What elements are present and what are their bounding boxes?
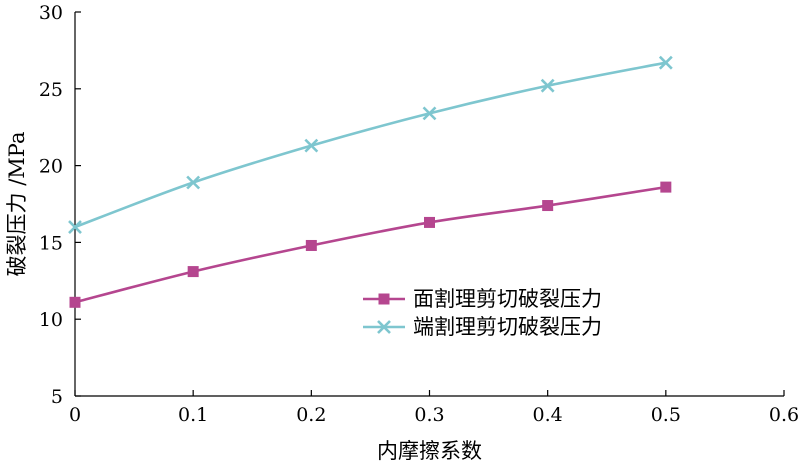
legend-marker-shape [378, 293, 390, 305]
series-layer [68, 55, 673, 308]
x-tick-label: 0.1 [178, 404, 208, 426]
x-tick-label: 0 [69, 404, 81, 426]
y-tick-label: 30 [39, 2, 63, 24]
series-butt-cleat [68, 55, 673, 234]
legend-item-butt-cleat: 端割理剪切破裂压力 [363, 315, 602, 339]
x-tick-label: 0.4 [533, 404, 563, 426]
y-tick-label: 5 [51, 386, 63, 408]
data-point [658, 55, 673, 70]
legend-item-face-cleat: 面割理剪切破裂压力 [363, 287, 602, 311]
y-tick-label: 10 [39, 309, 63, 331]
y-tick-label: 25 [39, 79, 63, 101]
x-axis-ticks: 0 0.1 0.2 0.3 0.4 0.5 0.6 [69, 390, 799, 426]
x-axis-label: 内摩擦系数 [377, 439, 482, 463]
data-point [186, 175, 201, 190]
data-point [69, 296, 81, 308]
data-point [187, 266, 199, 278]
data-point [424, 216, 435, 228]
series-line [74, 185, 667, 304]
data-point [68, 220, 82, 234]
series-face-cleat [69, 181, 672, 308]
data-point [304, 138, 319, 153]
marker-stroke [186, 175, 201, 190]
marker-stroke [658, 55, 673, 70]
data-point [660, 181, 672, 193]
marker-stroke [377, 320, 391, 334]
data-point [422, 106, 437, 121]
legend: 面割理剪切破裂压力 端割理剪切破裂压力 [363, 287, 602, 339]
y-axis-label: 破裂压力 /MPa [5, 132, 29, 277]
marker-stroke [422, 106, 437, 121]
x-tick-label: 0.2 [296, 404, 326, 426]
x-tick-label: 0.6 [769, 404, 799, 426]
legend-marker-butt-cleat [377, 320, 391, 334]
y-tick-label: 20 [39, 156, 63, 178]
legend-label-face-cleat: 面割理剪切破裂压力 [413, 287, 602, 311]
legend-label-butt-cleat: 端割理剪切破裂压力 [413, 315, 602, 339]
x-tick-label: 0.3 [414, 404, 444, 426]
data-point [540, 78, 555, 93]
x-tick-label: 0.5 [651, 404, 681, 426]
data-point [305, 239, 317, 251]
y-tick-label: 15 [39, 232, 63, 254]
marker-stroke [68, 220, 82, 234]
marker-stroke [540, 78, 555, 93]
legend-marker-face-cleat [378, 293, 390, 305]
legend-marker-shape [377, 320, 391, 334]
y-axis-ticks: 5 10 15 20 25 30 [39, 2, 81, 408]
series-line [74, 61, 667, 229]
data-point [542, 200, 554, 212]
marker-stroke [304, 138, 319, 153]
